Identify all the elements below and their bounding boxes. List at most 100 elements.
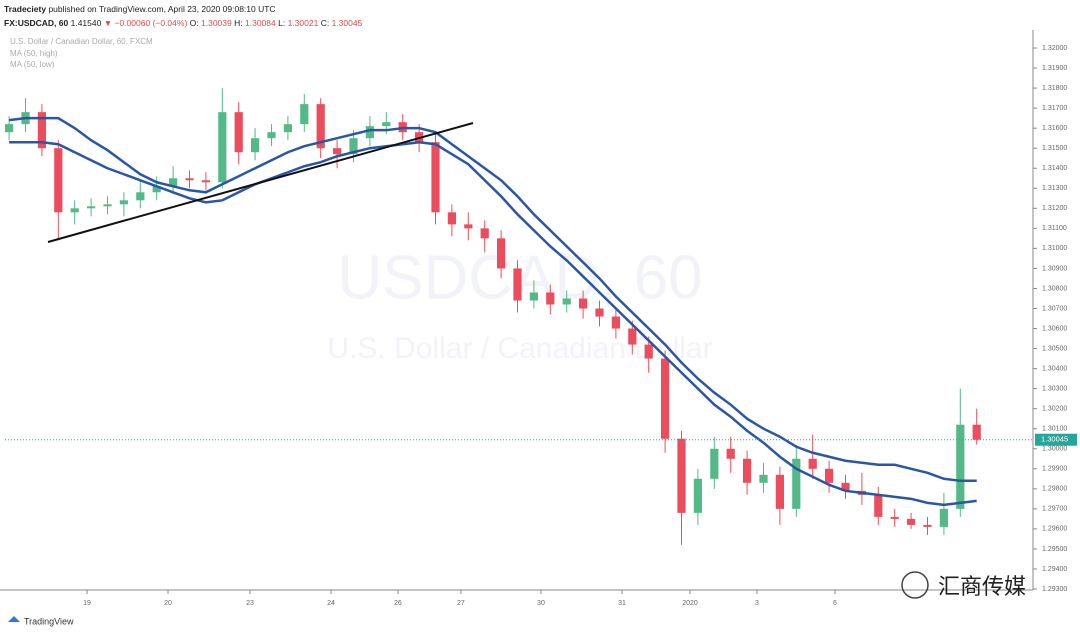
x-tick-label: 27 [457,600,465,607]
x-tick-label: 3 [755,600,759,607]
candle-body [546,292,555,305]
watermark-logo: 汇商传媒 [938,574,1026,599]
candle-body [201,180,210,183]
last-price-box [1035,433,1077,446]
ohlc-key: H: [234,18,243,28]
candle-body [447,212,456,225]
candle-body [87,206,96,209]
y-tick-label: 1.29800 [1042,486,1067,493]
candle-body [234,112,243,153]
candle-body [70,208,79,213]
header-line: FX:USDCAD, 60 1.41540 ▼ −0.00060 (−0.04%… [4,16,362,30]
candle-body [316,104,325,149]
candle-body [907,518,916,525]
candle-body [464,224,473,229]
candle-body [611,316,620,329]
y-tick-label: 1.30200 [1042,406,1067,413]
ma-line [8,116,977,483]
candle-body [529,292,538,301]
candle-body [152,186,161,193]
legend-entry: MA (50, high) [10,49,58,58]
y-tick-label: 1.30800 [1042,285,1067,292]
y-tick-label: 1.31900 [1042,65,1067,72]
candle-body [726,448,735,459]
candle-body [743,458,752,483]
candle-body [365,126,374,139]
plot [5,88,981,545]
y-tick-label: 1.31000 [1042,245,1067,252]
y-tick-label: 1.29500 [1042,546,1067,553]
y-tick-label: 1.30500 [1042,345,1067,352]
x-tick-label: 23 [246,600,254,607]
candle-body [267,132,276,139]
candle-body [283,124,292,133]
candle-body [431,142,440,213]
candle-body [775,474,784,509]
symbol: FX:USDCAD, 60 [4,18,69,28]
candle-body [825,468,834,483]
wechat-logo [901,571,929,599]
candle-body [661,358,670,439]
candle-body [874,494,883,517]
y-tick-label: 1.30700 [1042,305,1067,312]
candle-body [956,424,965,509]
last-price-label: 1.30045 [1041,435,1068,444]
ohlc-key: L: [278,18,286,28]
candle-body [54,148,63,213]
candle-body [37,112,46,149]
candle-body [562,298,571,305]
y-tick-label: 1.31300 [1042,185,1067,192]
y-tick-label: 1.30000 [1042,446,1067,453]
candle-body [972,424,981,440]
y-tick-label: 1.29600 [1042,526,1067,533]
trend-line [47,122,474,243]
y-tick-label: 1.31100 [1042,225,1067,232]
candle-body [677,438,686,513]
candle-body [300,104,309,125]
header-line: Tradeciety published on TradingView.com,… [4,2,362,16]
x-tick-label: 31 [618,600,626,607]
x-tick-label: 2020 [682,600,698,607]
watermark: U.S. Dollar / Canadian Dollar [327,332,712,365]
ohlc-value: 1.30084 [245,18,276,28]
candle-body [5,124,14,133]
candle-body [710,448,719,479]
candle-body [251,138,260,153]
y-tick-label: 1.31600 [1042,125,1067,132]
y-tick-label: 1.31400 [1042,165,1067,172]
price: 1.41540 [70,18,102,28]
candle-body [923,524,932,527]
candle-body [382,122,391,127]
y-tick-label: 1.30100 [1042,426,1067,433]
candle-body [693,478,702,513]
ohlc-key: C: [320,18,330,28]
candle-body [480,228,489,239]
candle-body [169,178,178,187]
y-tick-label: 1.30300 [1042,385,1067,392]
candle-body [333,148,342,155]
ohlc-value: 1.30039 [201,18,232,28]
y-tick-label: 1.29700 [1042,506,1067,513]
author: Tradeciety [4,4,47,14]
change: ▼ −0.00060 (−0.04%) [103,18,188,28]
candle-body [513,268,522,301]
candle-body [939,508,948,527]
ma-line [9,140,977,507]
candle-body [136,192,145,201]
candle-body [497,238,506,269]
x-tick-label: 6 [833,600,837,607]
candle-body [218,112,227,183]
y-tick-label: 1.31800 [1042,85,1067,92]
y-tick-label: 1.29400 [1042,566,1067,573]
y-tick-label: 1.30600 [1042,325,1067,332]
candle-body [759,474,768,483]
ohlc-value: 1.30045 [331,18,363,28]
candle-body [792,458,801,509]
brand-logo [8,616,20,622]
candle-body [579,298,588,309]
y-tick-label: 1.29300 [1042,586,1067,593]
ohlc-key: O: [189,18,199,28]
candle-body [185,178,194,181]
x-tick-label: 20 [164,600,172,607]
candle-body [103,204,112,207]
